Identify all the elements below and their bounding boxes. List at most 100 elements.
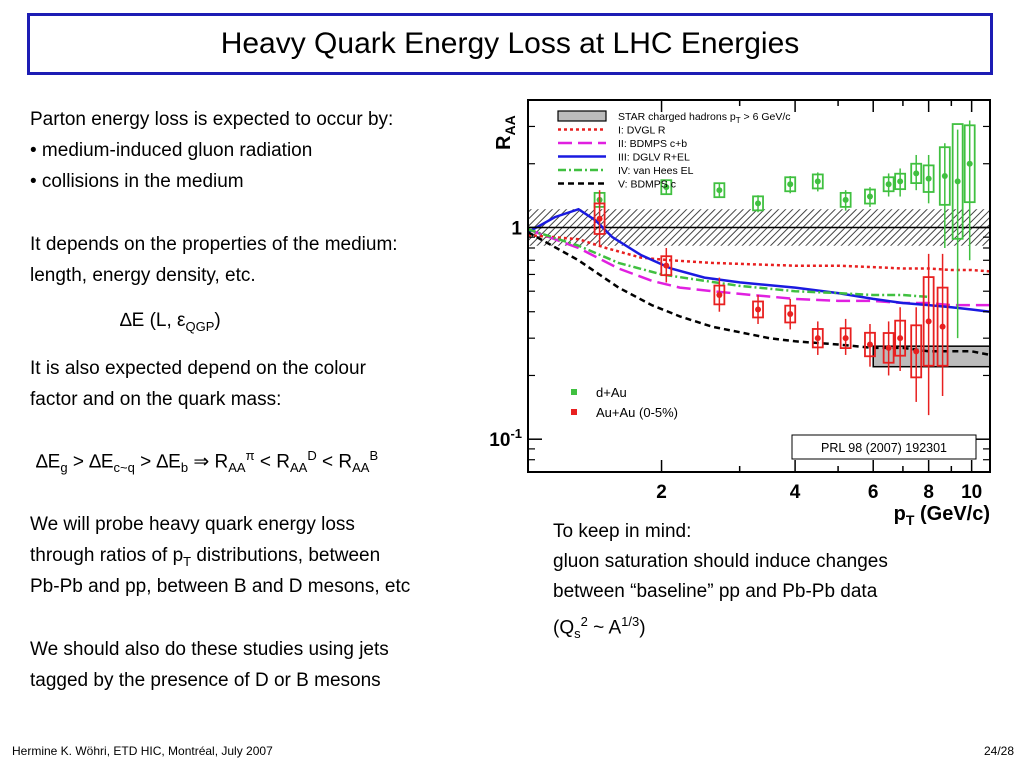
systematic-box xyxy=(910,324,923,379)
data-point xyxy=(787,181,794,188)
data-point xyxy=(866,341,873,348)
systematic-box xyxy=(593,202,606,235)
systematic-box xyxy=(752,195,764,212)
systematic-box xyxy=(894,319,907,357)
systematic-box xyxy=(882,332,895,364)
data-point xyxy=(885,344,892,351)
data-point xyxy=(842,196,849,203)
keep-title: To keep in mind: xyxy=(553,521,692,542)
energy-loss-formula: ∆E (L, εQGP) xyxy=(120,305,221,342)
y-tick-label: 10-1 xyxy=(489,426,522,451)
model-curve xyxy=(527,233,991,273)
jets-text: tagged by the presence of D or B mesons xyxy=(30,670,381,691)
data-point xyxy=(716,291,723,298)
colour-text: factor and on the quark mass: xyxy=(30,389,282,410)
legend-marker xyxy=(571,389,577,395)
x-tick-label: 2 xyxy=(656,482,667,503)
keep-text: between “baseline” pp and Pb-Pb data xyxy=(553,581,878,602)
legend-label: Au+Au (0-5%) xyxy=(596,405,678,420)
systematic-box xyxy=(864,188,876,205)
x-tick-label: 6 xyxy=(868,482,879,503)
systematic-box xyxy=(922,164,935,193)
systematic-box xyxy=(752,300,764,319)
legend-label: IV: van Hees EL xyxy=(618,165,694,177)
probe-text: through ratios of pT distributions, betw… xyxy=(30,545,381,569)
data-point xyxy=(913,348,920,355)
systematic-box xyxy=(951,123,964,240)
data-point xyxy=(966,160,973,167)
legend-label: II: BDMPS c+b xyxy=(618,138,687,150)
systematic-box xyxy=(882,176,895,193)
data-point xyxy=(814,178,821,185)
keep-text: gluon saturation should induce changes xyxy=(553,551,888,572)
legend-label: V: BDMPS c xyxy=(618,179,676,191)
legend-label: III: DGLV R+EL xyxy=(618,152,690,164)
x-tick-label: 4 xyxy=(790,482,801,503)
legend-label: STAR charged hadrons pT > 6 GeV/c xyxy=(618,111,791,125)
raa-chart: 2 4 6 8 10 1 10-1 RAA pT (GeV/c) STAR charged ha… xyxy=(489,99,991,528)
keep-formula: (Qs2 ~ A1/3) xyxy=(553,614,646,642)
data-point xyxy=(954,178,961,185)
formula-close: ) xyxy=(214,310,221,331)
bullet-item: • collisions in the medium xyxy=(30,171,244,192)
legend-swatch xyxy=(557,110,607,122)
intro-text: Parton energy loss is expected to occur … xyxy=(30,109,394,130)
plot-frame xyxy=(527,99,991,473)
colour-text: It is also expected depend on the colour xyxy=(30,358,366,379)
data-point xyxy=(663,184,670,191)
x-axis-label: pT (GeV/c) xyxy=(894,503,990,528)
data-point xyxy=(814,335,821,342)
slide-title: Heavy Quark Energy Loss at LHC Energies xyxy=(220,27,800,60)
depends-text: It depends on the properties of the medi… xyxy=(30,234,398,255)
y-tick-label: 1 xyxy=(511,218,522,239)
systematic-box xyxy=(936,286,949,367)
depends-text: length, energy density, etc. xyxy=(30,265,256,286)
systematic-box xyxy=(784,176,797,193)
systematic-box xyxy=(811,328,824,349)
legend-label: d+Au xyxy=(596,385,627,400)
data-point xyxy=(755,200,762,207)
y-axis-label: RAA xyxy=(493,115,518,150)
data-point xyxy=(842,335,849,342)
jets-text: We should also do these studies using je… xyxy=(30,639,389,660)
systematic-box xyxy=(910,162,923,185)
systematic-box xyxy=(811,173,824,190)
formula-subscript: QGP xyxy=(185,318,215,334)
model-curve xyxy=(527,228,990,307)
data-point xyxy=(885,181,892,188)
systematic-box xyxy=(922,276,935,367)
data-point xyxy=(787,311,794,318)
systematic-box xyxy=(713,182,726,199)
model-curve xyxy=(527,231,991,357)
model-curve xyxy=(527,228,929,299)
data-point xyxy=(913,170,920,177)
formula-main: ∆E (L, ε xyxy=(120,310,186,331)
systematic-box xyxy=(713,284,726,306)
probe-text: Pb-Pb and pp, between B and D mesons, et… xyxy=(30,576,411,597)
reference-label: PRL 98 (2007) 192301 xyxy=(821,441,947,455)
hierarchy-formula: ∆Eg > ∆Ec~q > ∆Eb ⇒ RAAπ < RAAD < RAAB xyxy=(36,448,379,476)
data-point xyxy=(596,215,603,222)
bullet-item: • medium-induced gluon radiation xyxy=(30,140,313,161)
x-tick-label: 8 xyxy=(923,482,934,503)
systematic-box xyxy=(660,255,673,277)
systematic-box xyxy=(894,172,907,191)
data-point xyxy=(897,178,904,185)
systematic-box xyxy=(963,124,976,204)
data-point xyxy=(866,193,873,200)
data-point xyxy=(716,187,723,194)
systematic-box xyxy=(938,146,951,206)
probe-text: We will probe heavy quark energy loss xyxy=(30,514,355,535)
footer-author: Hermine K. Wöhri, ETD HIC, Montréal, Jul… xyxy=(12,744,273,758)
systematic-box xyxy=(864,331,876,358)
data-point xyxy=(897,335,904,342)
data-point xyxy=(663,262,670,269)
systematic-box xyxy=(839,327,852,349)
data-point xyxy=(925,318,932,325)
x-tick-label: 10 xyxy=(961,482,982,503)
data-point xyxy=(941,173,948,180)
data-point xyxy=(755,306,762,313)
data-point xyxy=(925,175,932,182)
data-point xyxy=(939,323,946,330)
page-number: 24/28 xyxy=(983,744,1014,758)
